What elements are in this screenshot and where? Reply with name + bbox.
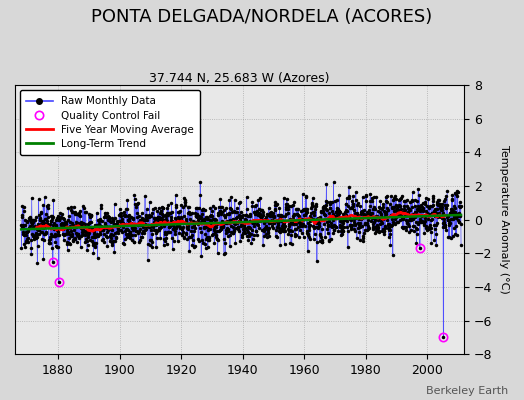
Title: 37.744 N, 25.683 W (Azores): 37.744 N, 25.683 W (Azores) xyxy=(149,72,330,85)
Legend: Raw Monthly Data, Quality Control Fail, Five Year Moving Average, Long-Term Tren: Raw Monthly Data, Quality Control Fail, … xyxy=(20,90,200,155)
Text: PONTA DELGADA/NORDELA (ACORES): PONTA DELGADA/NORDELA (ACORES) xyxy=(91,8,433,26)
Y-axis label: Temperature Anomaly (°C): Temperature Anomaly (°C) xyxy=(499,145,509,294)
Text: Berkeley Earth: Berkeley Earth xyxy=(426,386,508,396)
